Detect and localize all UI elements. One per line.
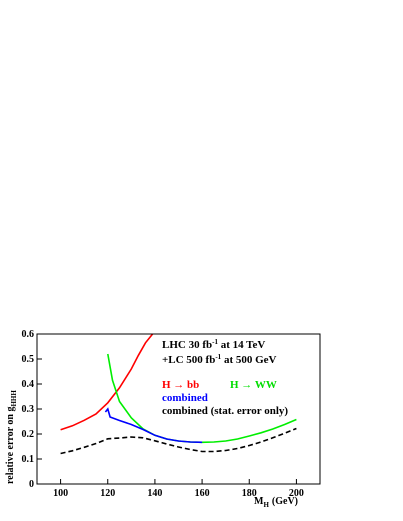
series-layer: [60, 333, 297, 455]
y-tick-label: 0.4: [22, 379, 35, 390]
y-axis-label: relative error on gHHH: [5, 390, 18, 484]
legend-ww: H → WW: [230, 379, 277, 391]
legend-stat: combined (stat. error only): [162, 405, 288, 417]
y-tick-label: 0.2: [22, 429, 35, 440]
x-tick-label: 180: [242, 488, 257, 499]
y-tick-label: 0.6: [22, 329, 35, 340]
series-line-2: [104, 407, 203, 444]
annotation-lc: +LC 500 fb-1 at 500 GeV: [162, 353, 277, 366]
legend-combined: combined: [162, 392, 208, 404]
annotation-lhc: LHC 30 fb-1 at 14 TeV: [162, 338, 265, 351]
x-tick-label: 160: [195, 488, 210, 499]
y-tick-label: 0.3: [22, 404, 35, 415]
legend-bb: H → bb: [162, 379, 199, 391]
x-axis-label: MH (GeV): [254, 496, 298, 509]
tick-layer: 100 120 140 160 180 200 0 0.1 0.2 0.3 0.4 0.5 0.6: [22, 329, 304, 499]
x-tick-label: 100: [53, 488, 68, 499]
x-tick-label: 200: [289, 488, 304, 499]
x-tick-label: 120: [100, 488, 115, 499]
series-line-0: [60, 333, 154, 431]
y-tick-label: 0.1: [22, 454, 35, 465]
x-tick-label: 140: [147, 488, 162, 499]
series-line-3: [60, 427, 297, 455]
y-tick-label: 0: [29, 479, 34, 490]
y-tick-label: 0.5: [22, 354, 35, 365]
